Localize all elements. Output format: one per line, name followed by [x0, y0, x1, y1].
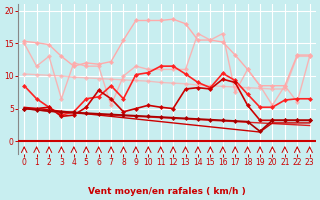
- X-axis label: Vent moyen/en rafales ( km/h ): Vent moyen/en rafales ( km/h ): [88, 187, 246, 196]
